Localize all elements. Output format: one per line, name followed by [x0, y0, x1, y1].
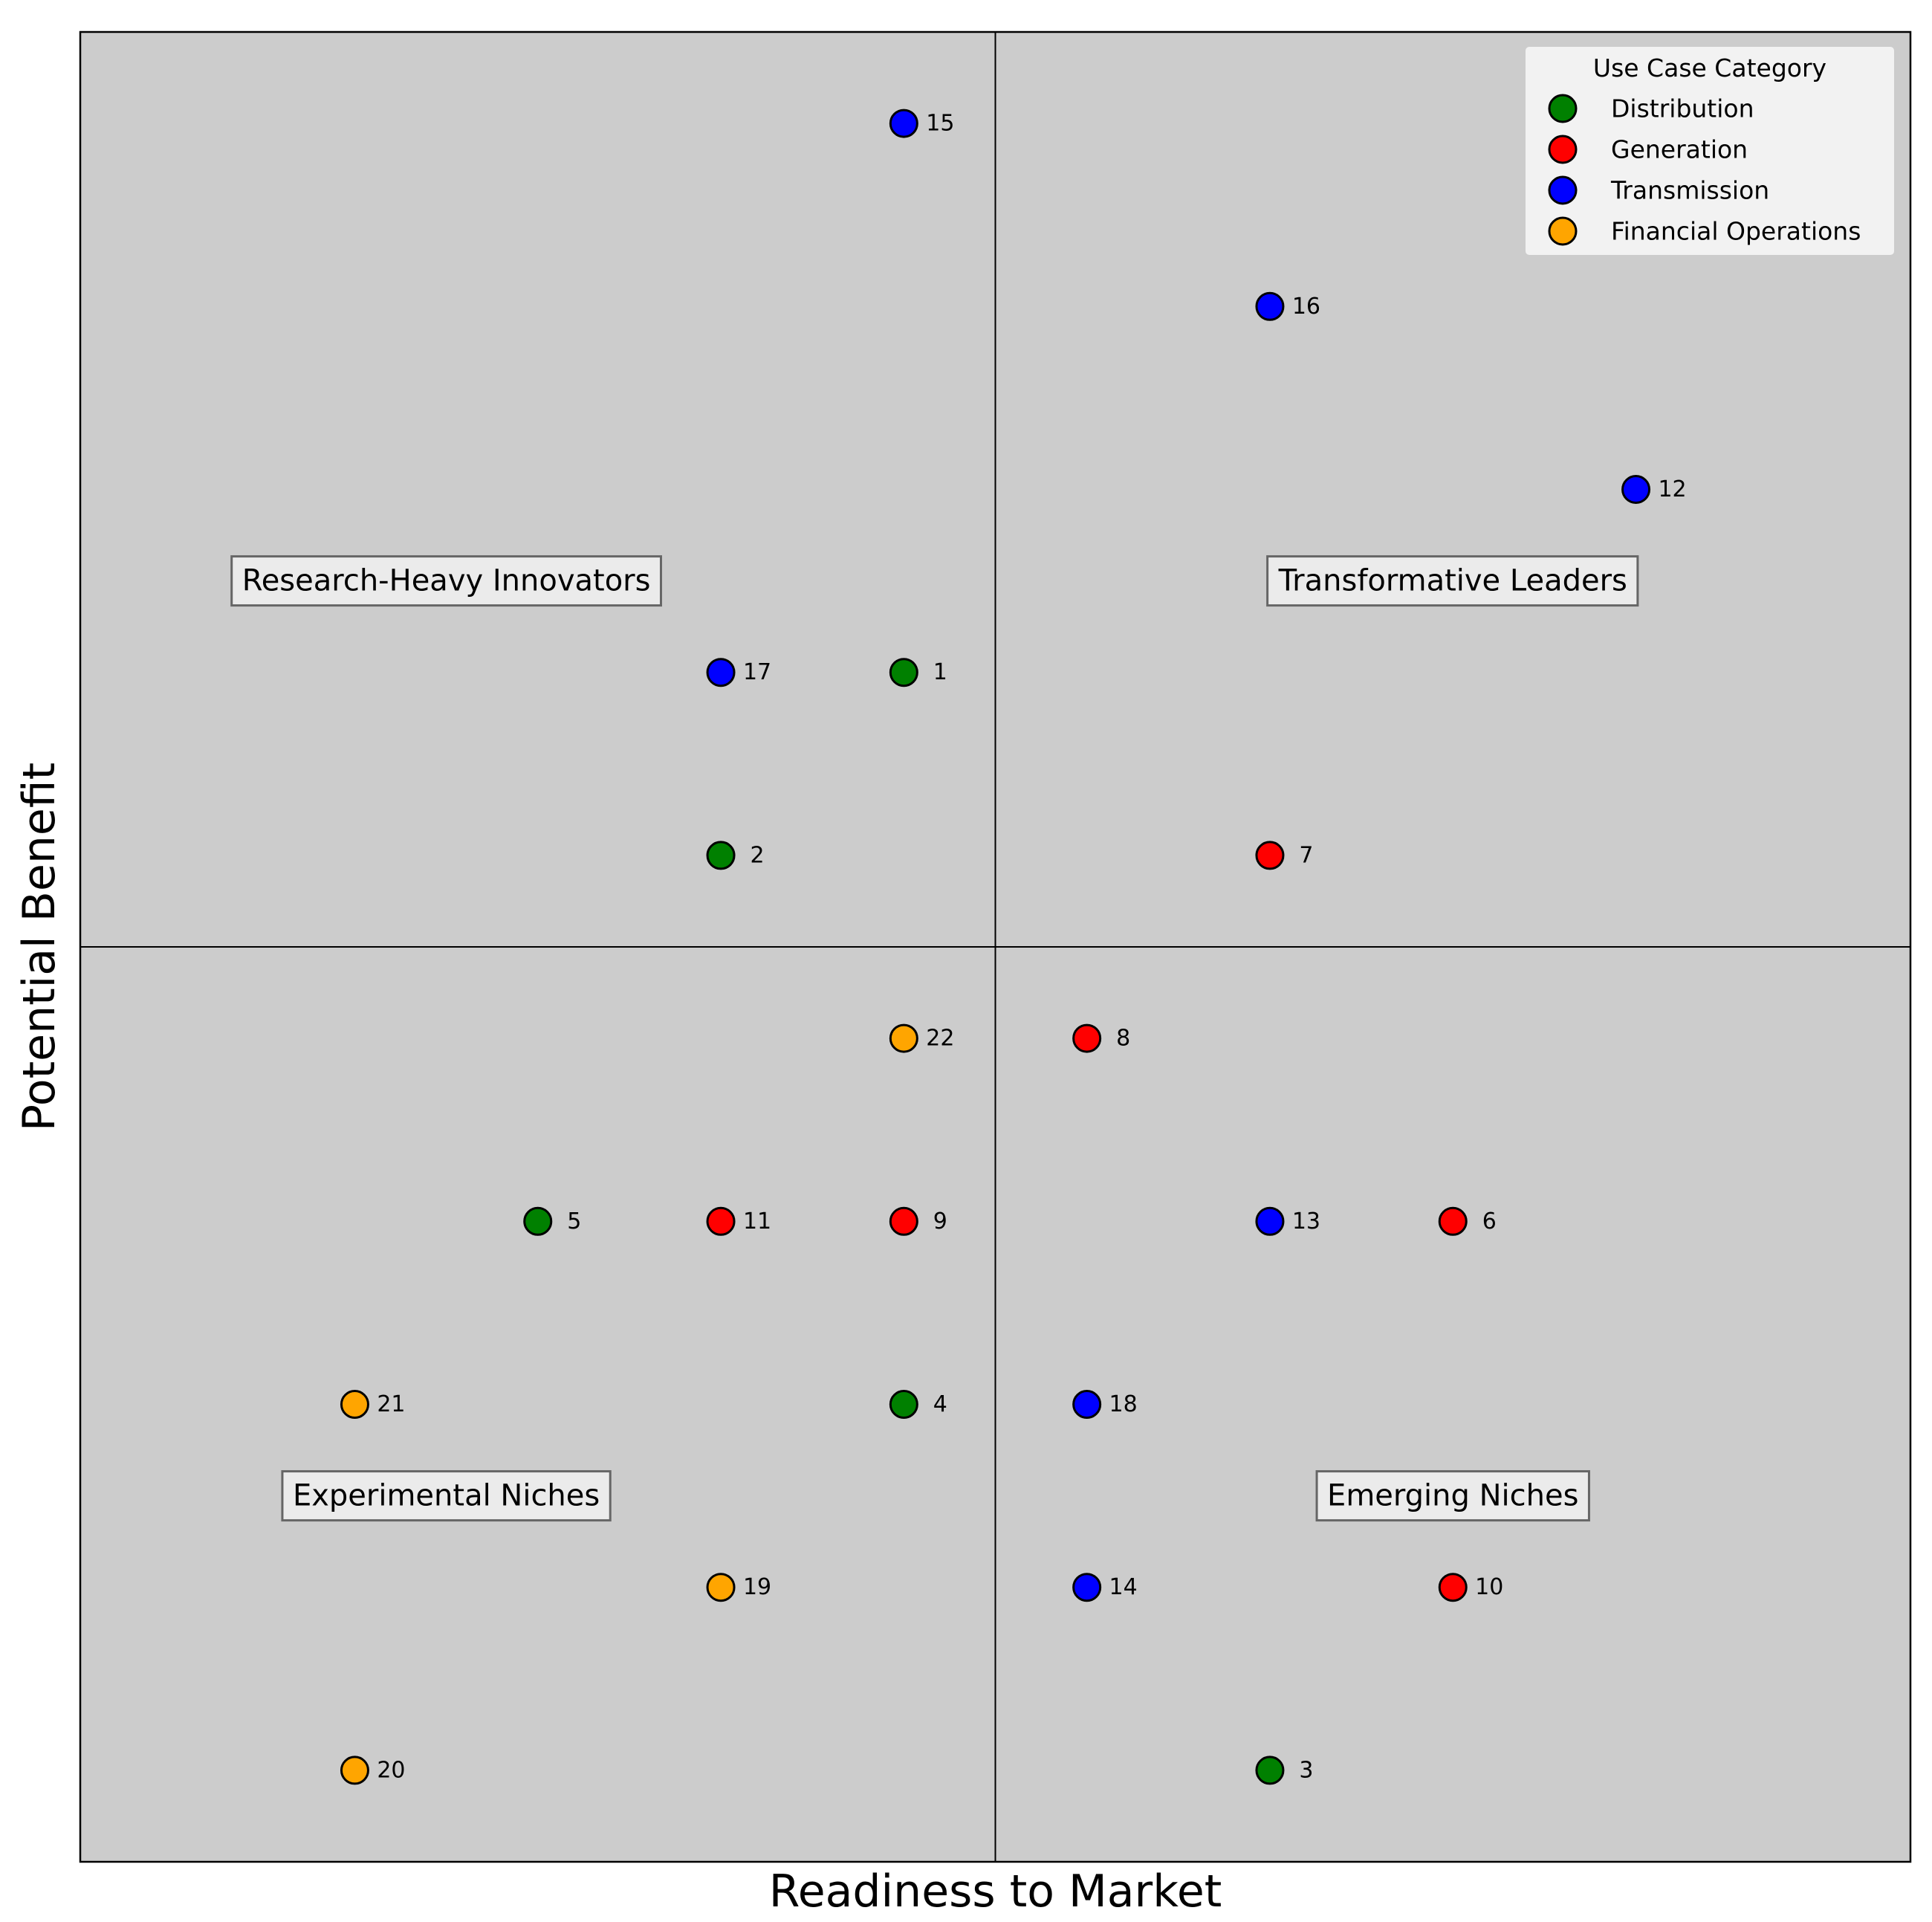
legend-marker	[1548, 216, 1578, 246]
point-label: 10	[1475, 1574, 1503, 1600]
quadrant-label-box	[230, 555, 662, 607]
quadrant-label: Transformative Leaders	[1266, 555, 1639, 607]
point-label: 4	[933, 1391, 947, 1417]
quadrant-label-text: Research-Heavy Innovators	[242, 564, 651, 598]
quadrant-label: Research-Heavy Innovators	[230, 555, 662, 607]
data-point	[889, 1390, 918, 1419]
data-point	[1438, 1206, 1468, 1236]
point-label: 1	[933, 659, 947, 685]
quadrant-label-text: Emerging Niches	[1327, 1479, 1578, 1513]
legend-box	[1524, 45, 1896, 256]
data-point	[889, 1023, 918, 1053]
point-label: 21	[377, 1391, 405, 1417]
legend-marker	[1548, 94, 1578, 123]
point-label: 18	[1109, 1391, 1138, 1417]
quadrant-label-text: Transformative Leaders	[1278, 564, 1627, 598]
data-point	[889, 658, 918, 687]
data-point	[889, 1206, 918, 1236]
point-label: 15	[926, 111, 954, 137]
point-label: 19	[743, 1574, 771, 1600]
data-point	[1438, 1573, 1468, 1602]
data-point	[523, 1206, 553, 1236]
data-point	[889, 109, 918, 138]
legend-title: Use Case Category	[1593, 54, 1826, 82]
y-axis-title: Potential Benefit	[13, 763, 65, 1131]
data-point	[706, 841, 736, 870]
legend-label: Distribution	[1611, 94, 1754, 123]
point-label: 14	[1109, 1574, 1138, 1600]
legend-label: Financial Operations	[1611, 217, 1861, 246]
quadrant-label-text: Experimental Niches	[293, 1479, 600, 1513]
data-point	[1255, 291, 1285, 321]
point-label: 12	[1658, 476, 1686, 502]
point-label: 11	[743, 1208, 771, 1235]
point-label: 5	[567, 1208, 581, 1235]
data-point	[1072, 1573, 1102, 1602]
quadrant-label: Emerging Niches	[1315, 1470, 1590, 1522]
x-axis-title: Readiness to Market	[769, 1866, 1222, 1918]
data-point	[340, 1756, 369, 1785]
legend-marker	[1548, 135, 1578, 164]
point-label: 7	[1299, 842, 1313, 868]
data-point	[1255, 1756, 1285, 1785]
data-point	[340, 1390, 369, 1419]
point-label: 20	[377, 1757, 405, 1783]
quadrant-label-box	[281, 1470, 612, 1522]
point-label: 17	[743, 659, 771, 685]
point-label: 9	[933, 1208, 947, 1235]
point-label: 8	[1116, 1026, 1130, 1052]
point-label: 3	[1299, 1757, 1313, 1783]
legend-label: Generation	[1611, 135, 1748, 164]
data-point	[706, 658, 736, 687]
point-label: 22	[926, 1026, 954, 1052]
data-point	[1072, 1023, 1102, 1053]
legend: Use Case Category Distribution Generation…	[1524, 45, 1896, 256]
point-label: 13	[1292, 1208, 1320, 1235]
legend-label: Transmission	[1610, 176, 1769, 205]
point-label: 2	[751, 842, 765, 868]
data-point	[706, 1206, 736, 1236]
quadrant-label: Experimental Niches	[281, 1470, 612, 1522]
data-point	[1621, 475, 1651, 504]
data-point	[1072, 1390, 1102, 1419]
plot-frame	[79, 30, 1912, 1863]
point-label: 16	[1292, 294, 1320, 320]
legend-entries: Distribution Generation Transmission Financ…	[1548, 94, 1861, 246]
point-label: 6	[1482, 1208, 1497, 1235]
data-point	[1255, 1206, 1285, 1236]
data-point	[1255, 841, 1285, 870]
quadrant-labels: Research-Heavy Innovators Transformative …	[230, 555, 1639, 1522]
quadrant-label-box	[1266, 555, 1639, 607]
quadrant-label-box	[1315, 1470, 1590, 1522]
data-point	[706, 1573, 736, 1602]
legend-marker	[1548, 175, 1578, 205]
